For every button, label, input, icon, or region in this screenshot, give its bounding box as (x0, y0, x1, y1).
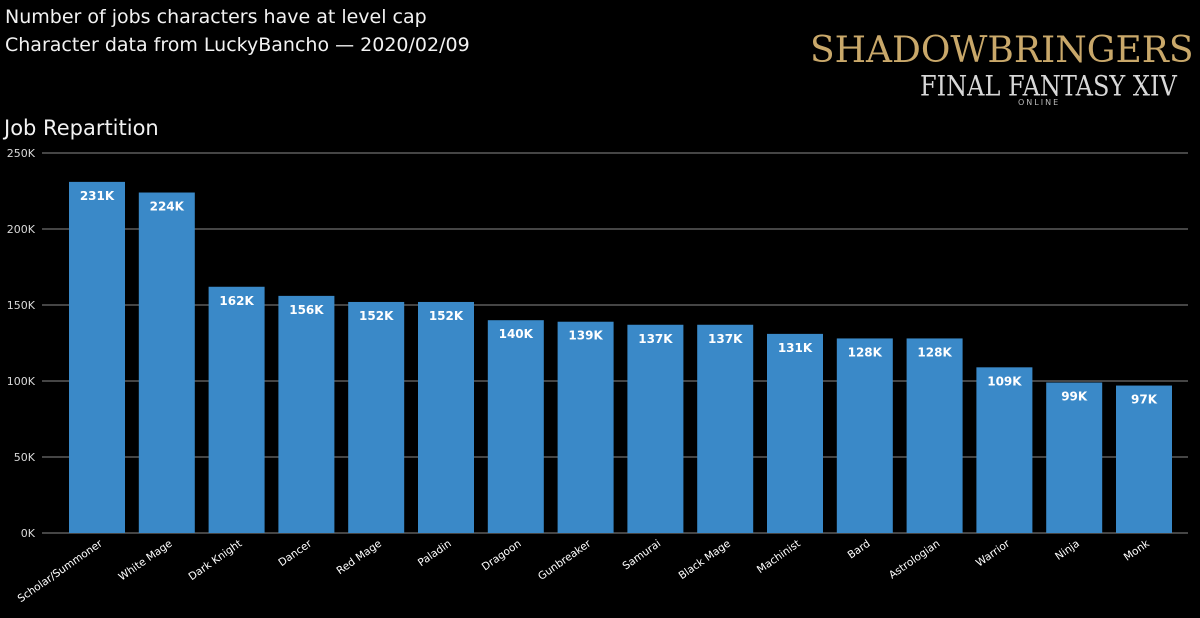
data-label: 224K (150, 200, 185, 214)
data-label: 99K (1061, 390, 1088, 404)
y-tick-label: 200K (7, 223, 36, 236)
bar (976, 367, 1033, 533)
data-label: 152K (429, 309, 464, 323)
data-label: 156K (289, 303, 324, 317)
data-label: 109K (987, 374, 1022, 388)
bar (348, 301, 405, 533)
logo-line-3: ONLINE (1018, 98, 1061, 107)
bars (69, 181, 1172, 533)
data-label: 139K (568, 329, 603, 343)
logo-line-1: SHADOWBRINGERS (810, 30, 1194, 71)
bar (208, 286, 265, 533)
data-labels: 231K 224K 162K 156K 152K 152K 140K 139K 137K 137K… (80, 189, 1158, 407)
logo-line-2: FINAL FANTASY XIV (920, 70, 1177, 103)
y-tick-label: 50K (14, 451, 36, 464)
data-label: 131K (778, 341, 813, 355)
bar (418, 301, 474, 533)
bar (138, 192, 195, 533)
x-tick-label: Astrologian (887, 538, 942, 582)
x-tick-label: Dark Knight (187, 538, 245, 583)
y-tick-label: 150K (7, 299, 36, 312)
x-tick-label: Paladin (416, 538, 454, 570)
y-tick-label: 0K (21, 527, 36, 540)
data-label: 128K (848, 345, 883, 359)
bar (69, 181, 125, 533)
bar (278, 295, 335, 533)
x-tick-label: Red Mage (335, 538, 384, 578)
data-label: 152K (359, 309, 394, 323)
data-label: 97K (1131, 393, 1158, 407)
bar (1116, 385, 1172, 533)
bar (767, 333, 823, 533)
bar (906, 338, 963, 533)
y-tick-label: 250K (7, 147, 36, 160)
x-tick-label: Samurai (620, 538, 663, 573)
x-axis-ticks: Scholar/Summoner White Mage Dark Knight Dan… (16, 537, 1153, 605)
bar (557, 321, 614, 533)
x-tick-label: Scholar/Summoner (16, 537, 106, 605)
x-tick-label: Black Mage (677, 538, 733, 582)
data-label: 137K (708, 332, 743, 346)
x-tick-label: Machinist (755, 538, 803, 577)
chart-subtitle: Character data from LuckyBancho — 2020/0… (5, 34, 470, 56)
x-tick-label: Dragoon (480, 538, 524, 574)
bar (697, 324, 754, 533)
data-label: 137K (638, 332, 673, 346)
y-tick-label: 100K (7, 375, 36, 388)
section-title: Job Repartition (4, 116, 159, 140)
bar (836, 338, 893, 533)
shadowbringers-logo: SHADOWBRINGERS FINAL FANTASY XIV ONLINE (810, 30, 1194, 110)
data-label: 231K (80, 189, 115, 203)
x-tick-label: Warrior (974, 537, 1013, 569)
x-tick-label: Ninja (1053, 538, 1082, 563)
x-tick-label: White Mage (116, 538, 174, 584)
y-axis-ticks: 0K 50K 100K 150K 200K 250K (7, 147, 36, 540)
chart-title: Number of jobs characters have at level … (5, 6, 427, 28)
x-tick-label: Bard (846, 538, 873, 562)
data-label: 128K (917, 345, 952, 359)
x-tick-label: Monk (1122, 537, 1153, 564)
bar (1046, 382, 1103, 533)
data-label: 162K (219, 294, 254, 308)
bar (487, 320, 544, 533)
data-label: 140K (499, 327, 534, 341)
bar (627, 324, 684, 533)
x-tick-label: Dancer (276, 537, 314, 569)
x-tick-label: Gunbreaker (536, 537, 594, 583)
